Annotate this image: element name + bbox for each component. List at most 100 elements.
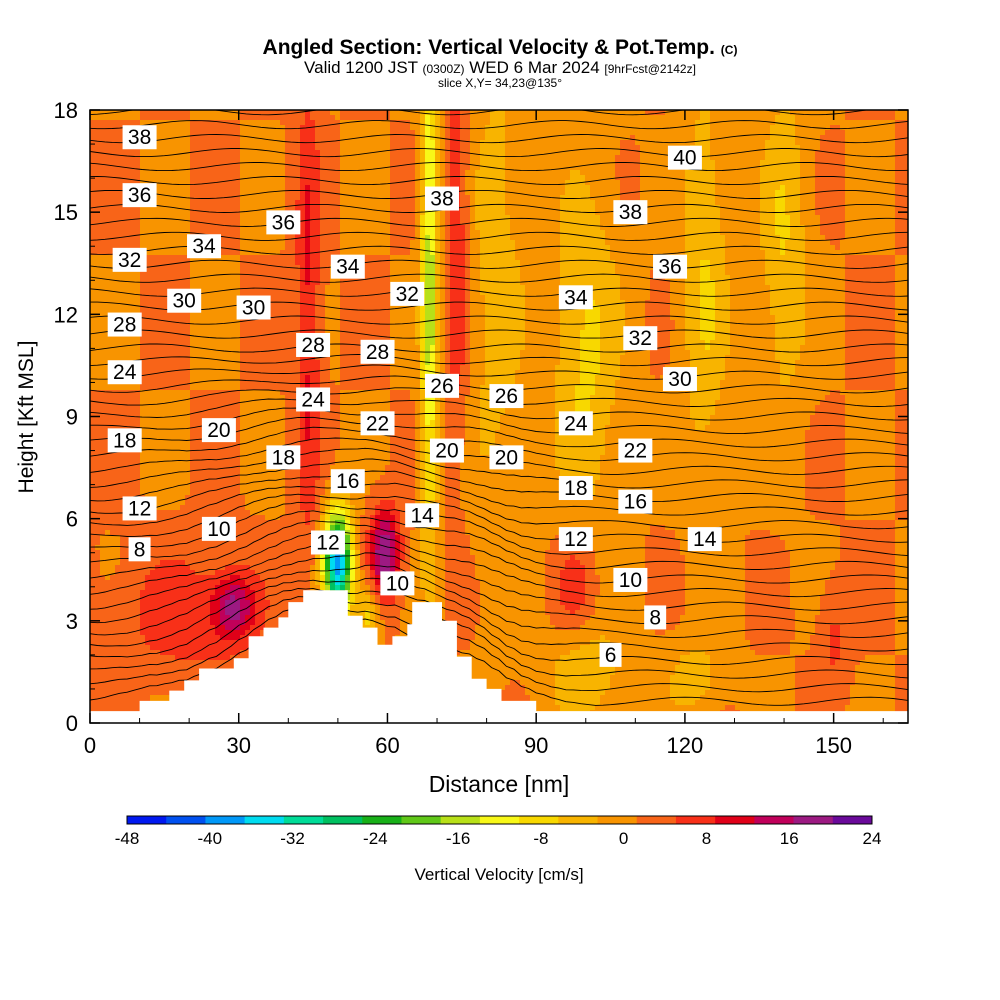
velocity-cell <box>360 160 366 166</box>
velocity-cell <box>895 205 901 211</box>
velocity-cell <box>160 245 166 251</box>
velocity-cell <box>240 245 246 251</box>
velocity-cell <box>840 220 846 226</box>
velocity-cell <box>455 160 461 166</box>
velocity-cell <box>875 155 881 161</box>
velocity-cell <box>670 110 676 116</box>
velocity-cell <box>155 250 161 256</box>
velocity-cell <box>520 255 526 261</box>
velocity-cell <box>700 190 706 196</box>
velocity-cell <box>455 125 461 131</box>
velocity-cell <box>260 115 266 121</box>
velocity-cell <box>340 235 346 241</box>
velocity-cell <box>295 185 301 191</box>
velocity-cell <box>850 130 856 136</box>
velocity-cell <box>290 175 296 181</box>
velocity-cell <box>880 130 886 136</box>
velocity-cell <box>620 225 626 231</box>
velocity-cell <box>605 195 611 201</box>
velocity-cell <box>300 135 306 141</box>
velocity-cell <box>260 110 266 116</box>
velocity-cell <box>440 235 446 241</box>
velocity-cell <box>245 110 251 116</box>
velocity-cell <box>540 250 546 256</box>
velocity-cell <box>450 155 456 161</box>
velocity-cell <box>520 155 526 161</box>
velocity-cell <box>365 245 371 251</box>
velocity-cell <box>305 150 311 156</box>
velocity-cell <box>145 160 151 166</box>
velocity-cell <box>205 210 211 216</box>
velocity-cell <box>200 260 206 266</box>
velocity-cell <box>855 130 861 136</box>
velocity-cell <box>790 200 796 206</box>
velocity-cell <box>295 205 301 211</box>
velocity-cell <box>665 245 671 251</box>
velocity-cell <box>375 175 381 181</box>
velocity-cell <box>335 145 341 151</box>
velocity-cell <box>100 190 106 196</box>
velocity-cell <box>870 190 876 196</box>
velocity-cell <box>470 150 476 156</box>
velocity-cell <box>360 205 366 211</box>
velocity-cell <box>830 180 836 186</box>
velocity-cell <box>745 185 751 191</box>
velocity-cell <box>355 125 361 131</box>
velocity-cell <box>545 125 551 131</box>
velocity-cell <box>720 160 726 166</box>
velocity-cell <box>420 260 426 266</box>
title-mark: (C) <box>721 43 738 57</box>
velocity-cell <box>855 115 861 121</box>
velocity-cell <box>810 170 816 176</box>
velocity-cell <box>305 190 311 196</box>
velocity-cell <box>95 205 101 211</box>
velocity-cell <box>690 140 696 146</box>
velocity-cell <box>580 245 586 251</box>
velocity-cell <box>510 110 516 116</box>
velocity-cell <box>620 195 626 201</box>
velocity-cell <box>645 170 651 176</box>
velocity-cell <box>440 135 446 141</box>
velocity-cell <box>750 185 756 191</box>
velocity-cell <box>355 240 361 246</box>
velocity-cell <box>620 175 626 181</box>
velocity-cell <box>555 150 561 156</box>
velocity-cell <box>465 225 471 231</box>
velocity-cell <box>730 250 736 256</box>
velocity-cell <box>820 120 826 126</box>
velocity-cell <box>180 145 186 151</box>
velocity-cell <box>850 135 856 141</box>
velocity-cell <box>315 175 321 181</box>
velocity-cell <box>115 180 121 186</box>
velocity-cell <box>335 240 341 246</box>
velocity-cell <box>585 220 591 226</box>
velocity-cell <box>530 135 536 141</box>
velocity-cell <box>695 215 701 221</box>
velocity-cell <box>185 110 191 116</box>
velocity-cell <box>400 200 406 206</box>
velocity-cell <box>315 115 321 121</box>
velocity-cell <box>310 205 316 211</box>
velocity-cell <box>250 140 256 146</box>
velocity-cell <box>680 195 686 201</box>
velocity-cell <box>240 130 246 136</box>
velocity-cell <box>495 130 501 136</box>
velocity-cell <box>545 150 551 156</box>
velocity-cell <box>345 115 351 121</box>
velocity-cell <box>465 115 471 121</box>
velocity-cell <box>220 185 226 191</box>
velocity-cell <box>230 205 236 211</box>
velocity-cell <box>135 180 141 186</box>
velocity-cell <box>435 250 441 256</box>
velocity-cell <box>825 195 831 201</box>
velocity-cell <box>230 200 236 206</box>
velocity-cell <box>870 195 876 201</box>
velocity-cell <box>215 205 221 211</box>
velocity-cell <box>440 230 446 236</box>
velocity-cell <box>255 140 261 146</box>
velocity-cell <box>355 210 361 216</box>
velocity-cell <box>380 120 386 126</box>
velocity-cell <box>555 120 561 126</box>
velocity-cell <box>135 165 141 171</box>
velocity-cell <box>315 135 321 141</box>
